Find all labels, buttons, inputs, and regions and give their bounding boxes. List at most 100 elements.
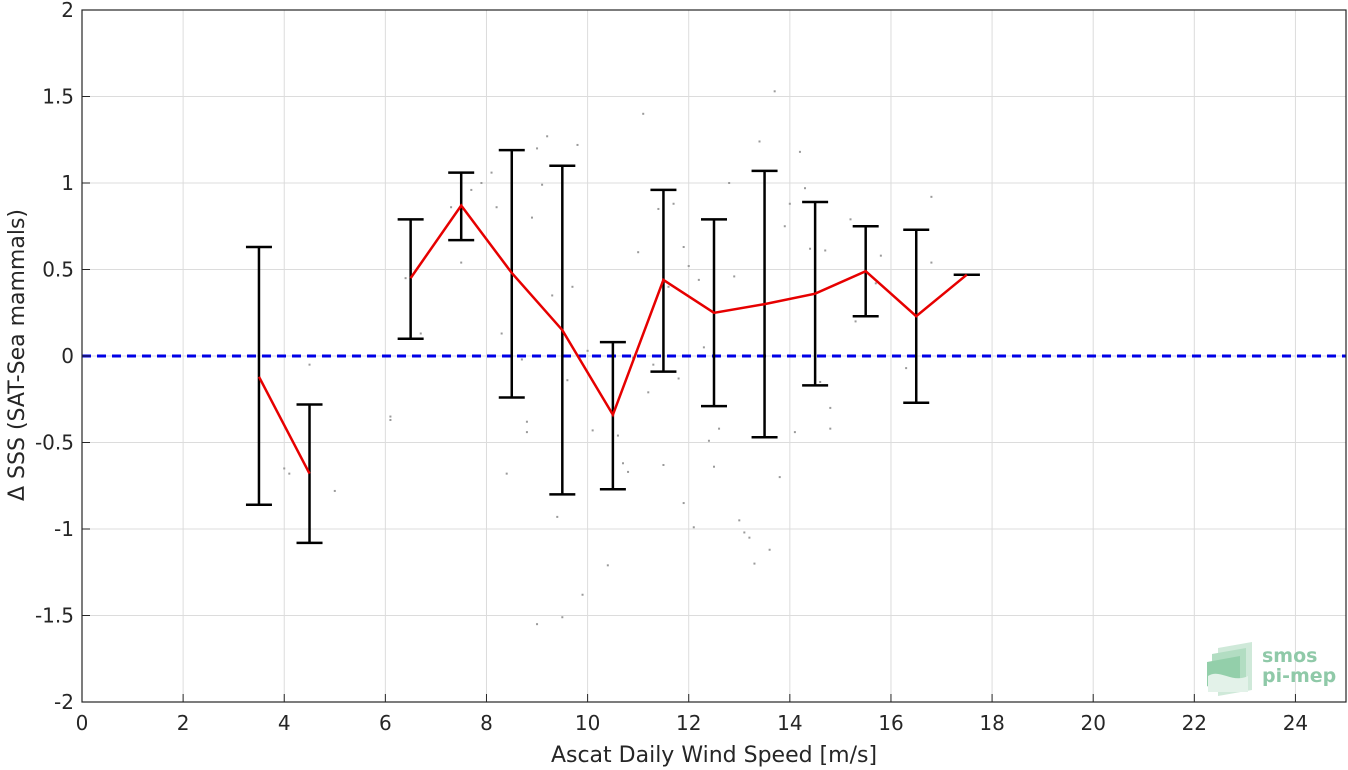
raw-data-point	[788, 202, 791, 205]
raw-data-point	[793, 431, 796, 434]
raw-data-point	[804, 187, 807, 190]
error-bar	[397, 218, 424, 340]
y-tick-label: 1	[61, 171, 74, 195]
raw-data-point	[657, 207, 660, 210]
raw-data-point	[778, 476, 781, 479]
raw-data-point	[556, 515, 559, 518]
raw-data-point	[505, 472, 508, 475]
x-tick-label: 22	[1182, 711, 1207, 735]
raw-data-point	[672, 202, 675, 205]
y-tick-label: 0.5	[42, 258, 74, 282]
y-tick-label: 2	[61, 0, 74, 22]
x-tick-label: 8	[480, 711, 493, 735]
raw-data-point	[450, 206, 453, 209]
raw-data-point	[682, 502, 685, 505]
raw-data-point	[283, 467, 286, 470]
raw-data-point	[677, 377, 680, 380]
x-axis-ticks: 0 2 4 6 8 10 12 14 16 18 20 22 24	[76, 694, 1308, 735]
error-bar	[296, 403, 323, 545]
raw-data-point	[753, 562, 756, 565]
raw-data-point	[743, 531, 746, 534]
raw-data-point	[829, 406, 832, 409]
raw-data-point	[500, 332, 503, 335]
raw-data-point	[525, 431, 528, 434]
error-bar	[245, 245, 272, 507]
x-tick-label: 24	[1283, 711, 1308, 735]
raw-data-point	[404, 277, 407, 280]
raw-data-point	[905, 367, 908, 370]
raw-data-point	[642, 112, 645, 115]
raw-data-point	[713, 465, 715, 468]
raw-data-point	[879, 254, 882, 257]
raw-data-point	[652, 363, 655, 366]
raw-data-point	[829, 427, 832, 430]
raw-data-point	[621, 462, 624, 465]
raw-data-point	[333, 489, 336, 492]
x-tick-label: 16	[878, 711, 903, 735]
y-tick-label: -2	[54, 690, 74, 714]
smos-pi-mep-logo: smos pi-mep	[1207, 642, 1336, 696]
y-tick-label: -0.5	[35, 431, 74, 455]
raw-data-point	[692, 526, 695, 529]
raw-data-point	[930, 195, 933, 198]
raw-data-point	[419, 332, 422, 335]
raw-data-point	[470, 188, 473, 191]
raw-data-point	[930, 261, 933, 264]
x-tick-label: 4	[278, 711, 291, 735]
raw-data-point	[702, 346, 705, 349]
raw-data-point	[566, 379, 569, 382]
x-tick-label: 2	[177, 711, 190, 735]
raw-data-point	[733, 275, 736, 278]
raw-data-point	[525, 420, 528, 423]
raw-data-point	[576, 143, 579, 146]
raw-data-point	[530, 216, 533, 219]
raw-data-point	[773, 90, 776, 93]
raw-data-point	[495, 206, 498, 209]
raw-data-point	[718, 427, 721, 430]
raw-data-point	[480, 182, 483, 184]
raw-data-point	[647, 391, 650, 394]
y-tick-label: 0	[61, 344, 74, 368]
raw-data-point	[697, 278, 700, 281]
raw-scatter-points	[283, 90, 933, 626]
raw-data-point	[662, 463, 665, 466]
logo-mark-icon	[1207, 642, 1252, 696]
raw-data-point	[849, 218, 852, 221]
raw-data-point	[874, 282, 877, 285]
raw-data-point	[460, 261, 463, 264]
raw-data-point	[768, 548, 771, 551]
raw-data-point	[738, 519, 741, 522]
raw-data-point	[551, 294, 554, 297]
raw-data-point	[783, 225, 786, 228]
y-axis-label: Δ SSS (SAT-Sea mammals)	[5, 209, 30, 501]
error-bars	[245, 148, 980, 545]
raw-data-point	[667, 285, 670, 288]
raw-data-point	[541, 183, 544, 186]
raw-data-point	[728, 182, 731, 184]
x-tick-label: 0	[76, 711, 89, 735]
x-tick-label: 6	[379, 711, 392, 735]
raw-data-point	[561, 616, 564, 619]
raw-data-point	[627, 470, 630, 473]
raw-data-point	[571, 285, 574, 288]
raw-data-point	[308, 363, 311, 366]
logo-text-pi-mep: pi-mep	[1262, 665, 1336, 687]
raw-data-point	[606, 564, 609, 567]
raw-data-point	[637, 251, 640, 254]
raw-data-point	[616, 434, 619, 437]
raw-data-point	[536, 147, 539, 150]
raw-data-point	[536, 623, 539, 626]
y-tick-label: 1.5	[42, 85, 74, 109]
raw-data-point	[581, 593, 584, 596]
x-tick-label: 18	[979, 711, 1004, 735]
y-tick-label: -1.5	[35, 604, 74, 628]
y-tick-label: -1	[54, 517, 74, 541]
mean-series-line	[409, 203, 968, 418]
mean-series-line-segment	[257, 376, 311, 475]
raw-data-point	[389, 415, 392, 418]
x-axis-label: Ascat Daily Wind Speed [m/s]	[551, 743, 877, 768]
y-axis-ticks: 2 1.5 1 0.5 0 -0.5 -1 -1.5 -2	[35, 0, 90, 714]
raw-data-point	[288, 472, 291, 475]
x-tick-label: 14	[777, 711, 802, 735]
